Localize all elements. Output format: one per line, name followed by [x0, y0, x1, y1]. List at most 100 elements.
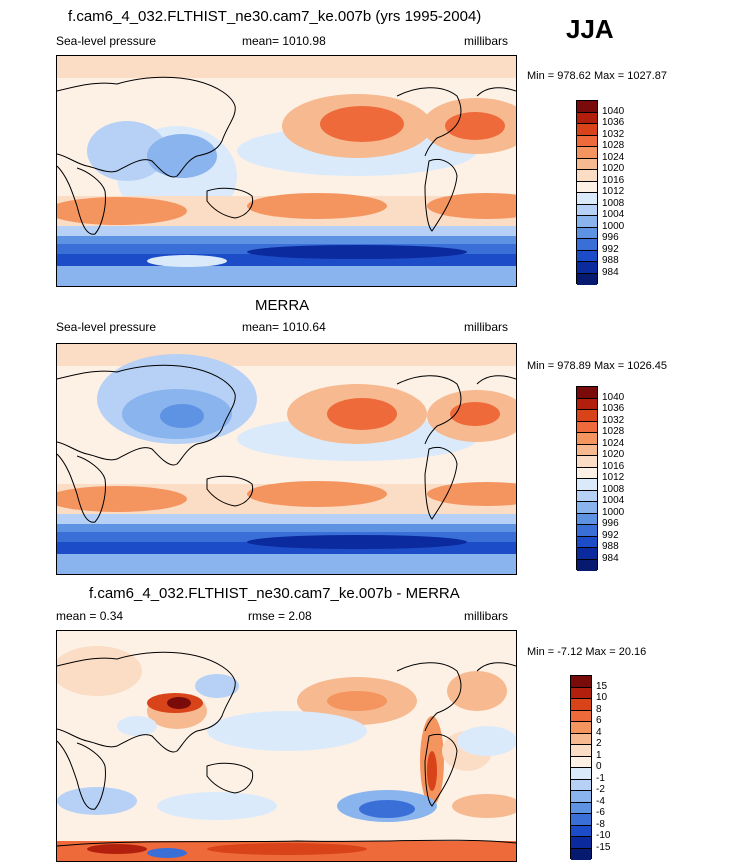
colorbar-label: -2: [596, 784, 605, 795]
colorbar-label: 1020: [602, 449, 625, 460]
panel3-title: f.cam6_4_032.FLTHIST_ne30.cam7_ke.007b -…: [89, 585, 460, 602]
colorbar-swatch: [577, 433, 597, 445]
colorbar-label: 10: [596, 692, 608, 703]
panel2-map: [56, 343, 517, 575]
colorbar-label: 996: [602, 518, 619, 529]
panel3-mean-label: mean = 0.34: [56, 609, 124, 623]
colorbar-label: 988: [602, 255, 619, 266]
panel1-title: f.cam6_4_032.FLTHIST_ne30.cam7_ke.007b (…: [68, 8, 482, 25]
colorbar-label: -1: [596, 772, 605, 784]
panel1-minmax: Min = 978.62 Max = 1027.87: [527, 70, 668, 82]
colorbar-swatch: [571, 779, 591, 791]
colorbar-label: 1000: [602, 506, 625, 518]
colorbar-swatch: [571, 756, 591, 768]
colorbar-label: 2: [596, 738, 602, 749]
colorbar-swatch: [577, 410, 597, 422]
colorbar-swatch: [577, 101, 597, 113]
colorbar-label: 1012: [602, 186, 625, 197]
colorbar-label: 1028: [602, 426, 625, 437]
panel2-minmax: Min = 978.89 Max = 1026.45: [527, 360, 668, 372]
colorbar-swatch: [577, 227, 597, 239]
colorbar-swatch: [571, 814, 591, 826]
colorbar-label: -8: [596, 818, 605, 830]
colorbar-swatch: [577, 525, 597, 537]
colorbar-swatch: [577, 147, 597, 159]
colorbar-label: 1036: [602, 403, 625, 414]
colorbar-swatch: [577, 467, 597, 479]
colorbar-label: 1016: [602, 460, 625, 472]
colorbar-label: 1016: [602, 174, 625, 186]
colorbar-swatch: [577, 181, 597, 193]
coastlines: [57, 76, 516, 235]
colorbar-label: 996: [602, 232, 619, 243]
colorbar-swatch: [571, 802, 591, 814]
colorbar-swatch: [577, 398, 597, 410]
colorbar-swatch: [577, 204, 597, 216]
colorbar-swatch: [571, 710, 591, 722]
panel1-units-label: millibars: [464, 34, 509, 48]
panel1-map-svg: [57, 56, 516, 286]
colorbar-label: 1004: [602, 495, 625, 506]
colorbar-label: 1000: [602, 220, 625, 232]
colorbar-label: 1032: [602, 128, 625, 140]
panel3-rmse-label: rmse = 2.08: [248, 609, 312, 623]
colorbar-swatch: [577, 548, 597, 560]
colorbar-swatch: [577, 536, 597, 548]
colorbar-swatch: [571, 768, 591, 780]
colorbar-swatch: [577, 444, 597, 456]
colorbar-label: 1024: [602, 437, 625, 449]
colorbar-swatch: [577, 513, 597, 525]
colorbar-label: 984: [602, 266, 619, 278]
colorbar-swatch: [577, 112, 597, 124]
colorbar-label: 4: [596, 726, 602, 738]
panel3-map-svg: [57, 631, 516, 861]
colorbar-swatch: [571, 848, 591, 860]
colorbar-label: 1012: [602, 472, 625, 483]
colorbar-label: 984: [602, 552, 619, 564]
colorbar-label: 988: [602, 541, 619, 552]
colorbar-swatch: [571, 699, 591, 711]
colorbar-label: 1036: [602, 117, 625, 128]
panel3-colorbar-swatches: [570, 675, 592, 860]
panel2-map-svg: [57, 344, 516, 574]
panel3-minmax: Min = -7.12 Max = 20.16: [527, 646, 647, 658]
colorbar-swatch: [577, 421, 597, 433]
colorbar-label: 1040: [602, 105, 625, 117]
colorbar-swatch: [577, 239, 597, 251]
colorbar-swatch: [577, 502, 597, 514]
colorbar-swatch: [577, 262, 597, 274]
colorbar-swatch: [571, 745, 591, 757]
colorbar-label: 15: [596, 680, 608, 692]
colorbar-swatch: [577, 490, 597, 502]
colorbar-label: -6: [596, 807, 605, 818]
colorbar-label: 1028: [602, 140, 625, 151]
colorbar-swatch: [571, 722, 591, 734]
season-label: JJA: [566, 14, 614, 44]
colorbar-swatch: [571, 676, 591, 688]
colorbar-swatch: [577, 387, 597, 399]
colorbar-swatch: [577, 559, 597, 571]
colorbar-label: 1024: [602, 151, 625, 163]
panel1-mean-label: mean= 1010.98: [242, 34, 326, 48]
colorbar-swatch: [577, 216, 597, 228]
colorbar-swatch: [571, 791, 591, 803]
colorbar-swatch: [577, 170, 597, 182]
panel2-mean-label: mean= 1010.64: [242, 320, 326, 334]
colorbar-swatch: [577, 250, 597, 262]
panel1-map: [56, 55, 517, 287]
colorbar-swatch: [571, 837, 591, 849]
colorbar-swatch: [577, 273, 597, 285]
colorbar-label: -15: [596, 841, 611, 853]
colorbar-label: 1032: [602, 414, 625, 426]
colorbar-swatch: [577, 135, 597, 147]
colorbar-swatch: [571, 825, 591, 837]
colorbar-label: -10: [596, 830, 611, 841]
colorbar-label: 992: [602, 243, 619, 255]
panel1-colorbar-swatches: [576, 100, 598, 285]
panel3-units-label: millibars: [464, 609, 509, 623]
colorbar-label: 0: [596, 761, 602, 772]
colorbar-label: 992: [602, 529, 619, 541]
colorbar-label: 1008: [602, 483, 625, 495]
panel3-map: [56, 630, 517, 862]
colorbar-label: 6: [596, 715, 602, 726]
